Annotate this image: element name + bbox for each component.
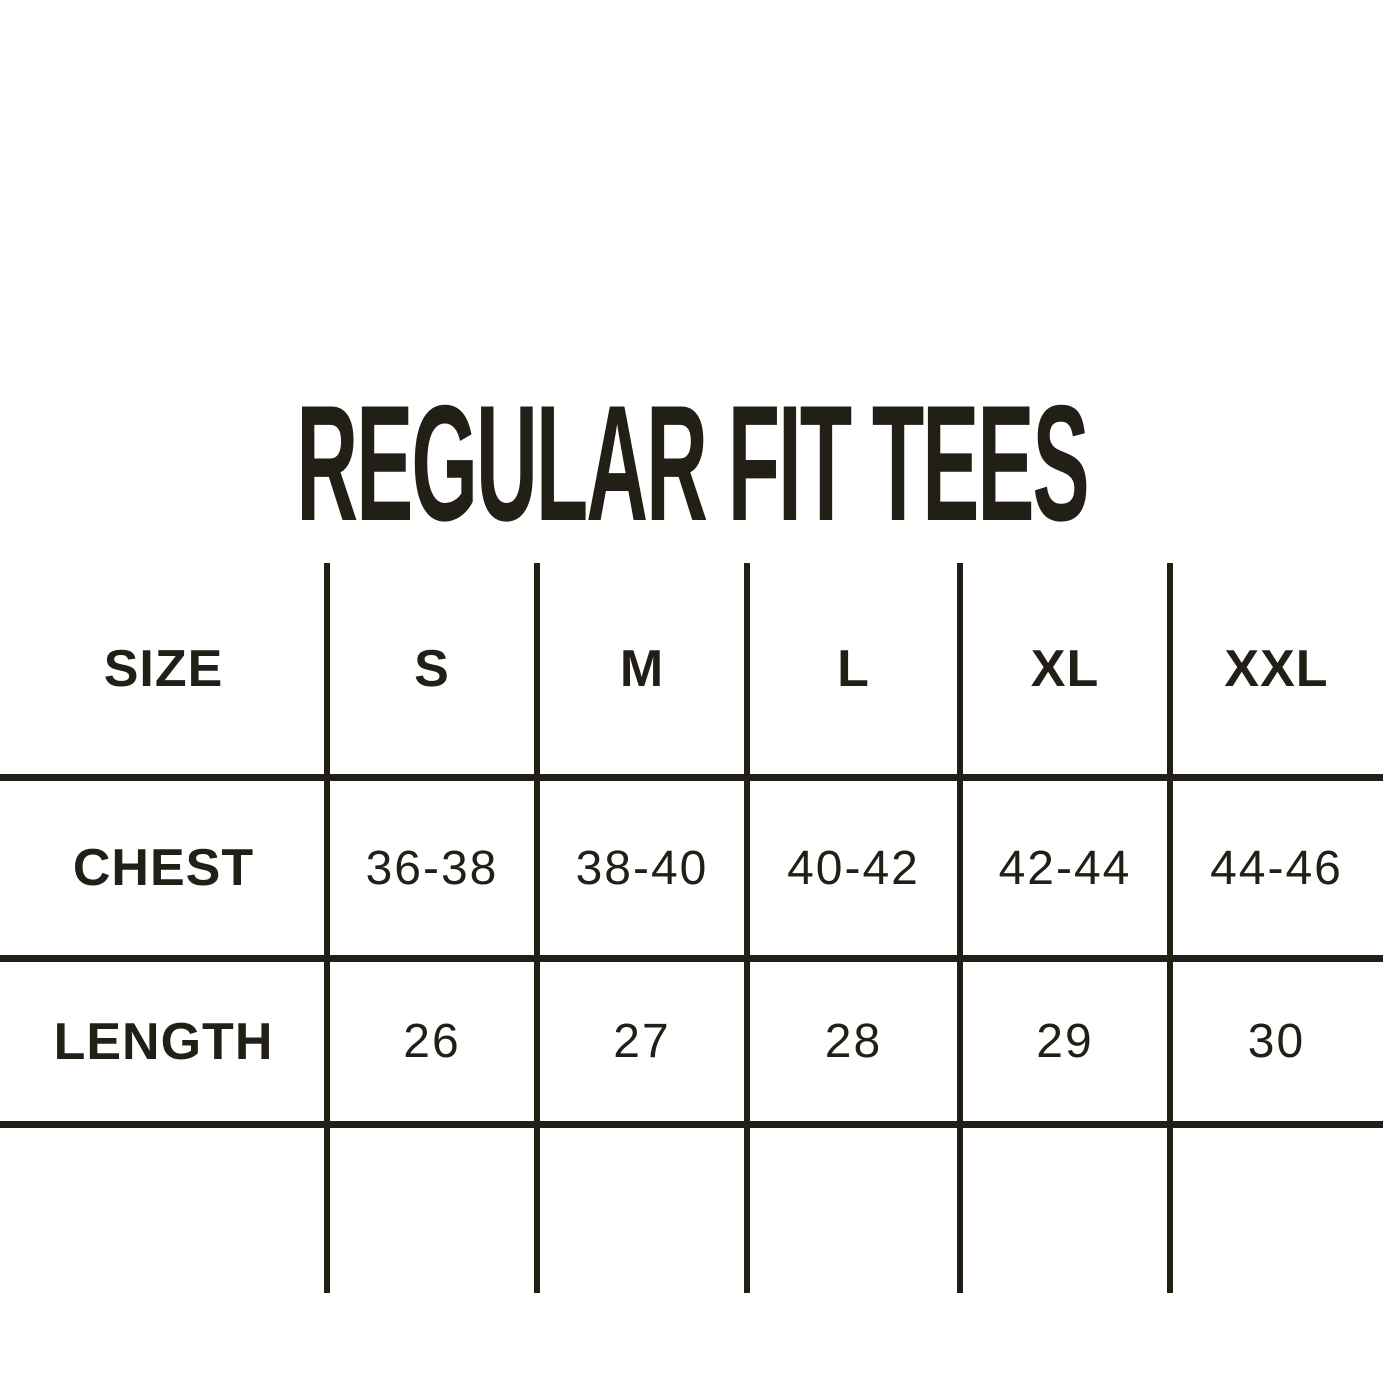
chest-value-xxl: 44-46 (1210, 841, 1343, 895)
length-value-l: 28 (824, 1015, 883, 1068)
chest-value-xl: 42-44 (998, 841, 1132, 895)
row-label-chest: CHEST (72, 839, 255, 897)
length-value-s: 26 (403, 1015, 461, 1068)
header-cell-xl: XL (1030, 639, 1100, 698)
row-label-length: LENGTH (53, 1012, 274, 1071)
table-gridline-horizontal (0, 955, 1383, 962)
table-gridline-horizontal (0, 774, 1383, 781)
table-gridline-vertical (1167, 563, 1173, 1293)
table-row-chest: CHEST 36-38 38-40 40-42 42-44 44-46 (0, 781, 1383, 955)
length-value-m: 27 (613, 1015, 671, 1068)
header-cell-xxl: XXL (1224, 639, 1329, 698)
header-cell-l: L (837, 639, 870, 698)
header-cell-m: M (619, 639, 665, 698)
header-cell-size: SIZE (103, 639, 224, 698)
chart-title: REGULAR FIT TEES (295, 371, 1089, 555)
table-gridline-vertical (324, 563, 330, 1293)
table-row-length: LENGTH 26 27 28 29 30 (0, 962, 1383, 1121)
header-cell-s: S (414, 639, 450, 698)
chest-value-m: 38-40 (575, 841, 709, 895)
table-gridline-vertical (744, 563, 750, 1293)
table-gridline-vertical (957, 563, 963, 1293)
table-header-row: SIZE S M L XL XXL (0, 563, 1383, 774)
chart-title-wrap: REGULAR FIT TEES (0, 381, 1383, 546)
chest-value-s: 36-38 (365, 841, 499, 895)
length-value-xxl: 30 (1247, 1015, 1306, 1068)
table-gridline-horizontal (0, 1121, 1383, 1128)
table-gridline-vertical (534, 563, 540, 1293)
length-value-xl: 29 (1036, 1015, 1094, 1068)
chest-value-l: 40-42 (787, 841, 920, 895)
